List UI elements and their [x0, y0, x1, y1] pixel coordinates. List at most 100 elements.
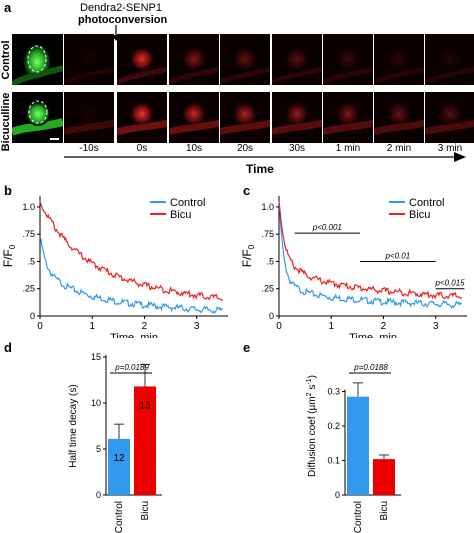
micrograph-control-frame-7 [425, 34, 474, 85]
bar-bicu [134, 386, 156, 495]
y-axis-label-mid: s [307, 385, 318, 393]
n-label: 13 [139, 400, 151, 411]
x-category-label: Control [114, 501, 125, 533]
photoconversion-annotation: Dendra2-SENP1 photoconversion [78, 2, 168, 26]
x-category-label: Bicu [140, 501, 151, 520]
micrograph-bicuculline-frame-1 [117, 92, 167, 143]
time-label: 20s [236, 143, 254, 154]
legend-label: Control [170, 197, 205, 209]
y-axis-label-sup: 2 [306, 392, 313, 396]
x-tick-label: 1 [89, 321, 95, 332]
significance-label: p<0.001 [312, 223, 342, 232]
series-line-control [278, 201, 462, 309]
decay-chart-c: 0 1 2 3 0 .25 .5 .75 1.0 Time, min F/F0 ControlBicu… [240, 196, 467, 338]
micrograph-bicuculline-frame-7 [425, 92, 474, 143]
micrograph-bicuculline-frame-0 [64, 92, 114, 143]
x-category-label: Control [353, 501, 364, 533]
micrograph-control-frame-6 [374, 34, 424, 85]
time-axis-label: Time [246, 162, 274, 176]
series-line-bicu [278, 200, 463, 300]
x-axis-label: Time, min [110, 332, 158, 338]
micrograph-control-green [12, 34, 63, 85]
y-tick-label: .25 [22, 284, 35, 294]
x-tick-label: 0 [37, 321, 43, 332]
x-category-label: Bicu [379, 501, 390, 520]
y-tick-label: 0.1 [327, 456, 340, 466]
y-tick-label: .5 [27, 256, 35, 266]
bar-control [108, 438, 130, 495]
y-tick-label: .75 [261, 229, 274, 239]
micrograph-control-frame-2 [169, 34, 219, 85]
time-label: 1 min [335, 143, 361, 154]
time-label: 0s [136, 143, 148, 154]
bar-bicu [373, 459, 395, 495]
diffusion-coef-chart: 0 0.1 0.2 0.3 Control Bicu p=0.0188 Diffusion c… [306, 363, 401, 533]
y-tick-label: 15 [91, 352, 101, 362]
panel-d-label: d [4, 340, 12, 355]
significance-label: p=0.0189 [114, 363, 149, 372]
x-tick-label: 1 [328, 321, 334, 332]
micrograph-control-frame-0 [64, 34, 114, 85]
panel-a-label: a [4, 0, 12, 15]
micrograph-bicuculline-frame-5 [323, 92, 373, 143]
x-tick-label: 3 [433, 321, 439, 332]
legend-label: Bicu [409, 209, 430, 221]
micrograph-bicuculline-frame-3 [220, 92, 270, 143]
x-tick-label: 0 [276, 321, 282, 332]
time-label: -10s [79, 143, 99, 154]
y-tick-label: .75 [22, 229, 35, 239]
series-line-bicu [39, 200, 224, 302]
micrograph-bicuculline-green [12, 92, 63, 143]
micrograph-bicuculline-frame-4 [272, 92, 322, 143]
y-axis-label-sub: 0 [247, 244, 256, 249]
micrograph-control-frame-5 [323, 34, 373, 85]
micrograph-control-frame-4 [272, 34, 322, 85]
time-label: 10s [185, 143, 203, 154]
micrograph-bicuculline-frame-2 [169, 92, 219, 143]
x-tick-label: 2 [381, 321, 387, 332]
y-tick-label: 1.0 [261, 202, 274, 212]
row-label-control: Control [0, 40, 12, 80]
time-axis-arrow [64, 152, 466, 162]
panel-e-label: e [243, 340, 251, 355]
annotation-line2: photoconversion [78, 14, 168, 26]
panel-c-label: c [243, 183, 251, 198]
y-tick-label: 0 [269, 311, 274, 321]
row-label-bicuculline: Bicuculline [0, 92, 12, 152]
bar-control [347, 396, 369, 495]
n-label: 12 [113, 453, 125, 464]
y-tick-label: 0.2 [327, 421, 340, 431]
legend-label: Bicu [170, 209, 191, 221]
y-axis-label: F/F0 [1, 244, 17, 267]
y-tick-label: 0 [96, 490, 101, 500]
y-axis-label: F/F0 [240, 244, 256, 267]
x-axis-label: Time, min [349, 332, 397, 338]
micrograph-control-frame-3 [220, 34, 270, 85]
panel-b-label: b [4, 183, 12, 198]
legend-label: Control [409, 197, 444, 209]
y-axis-label: Half time decay (s) [68, 384, 79, 467]
half-time-decay-chart: 0 5 10 15 12 Control 13 Bicu p=0.0189 Half time d… [68, 352, 162, 533]
x-tick-label: 2 [142, 321, 148, 332]
micrograph-bicuculline-frame-6 [374, 92, 424, 143]
y-tick-label: 0 [30, 311, 35, 321]
time-label: 3 min [437, 143, 463, 154]
y-tick-label: 5 [96, 444, 101, 454]
y-tick-label: 0.3 [327, 387, 340, 397]
y-tick-label: 10 [91, 398, 101, 408]
y-tick-label: 1.0 [22, 202, 35, 212]
y-tick-label: 0 [335, 490, 340, 500]
significance-label: p=0.0188 [353, 363, 388, 372]
micrograph-control-frame-1 [117, 34, 167, 85]
x-tick-label: 3 [194, 321, 200, 332]
annotation-line1: Dendra2-SENP1 [80, 2, 162, 14]
y-axis-label: Diffusion coef (µm2 s-1) [306, 375, 318, 477]
y-axis-label-end: ) [307, 375, 318, 378]
y-tick-label: .25 [261, 284, 274, 294]
y-axis-label-sub: 0 [8, 244, 17, 249]
series-line-control [39, 237, 224, 314]
y-axis-label-sup: -1 [306, 378, 313, 384]
y-tick-label: .5 [266, 256, 274, 266]
time-label: 30s [288, 143, 306, 154]
